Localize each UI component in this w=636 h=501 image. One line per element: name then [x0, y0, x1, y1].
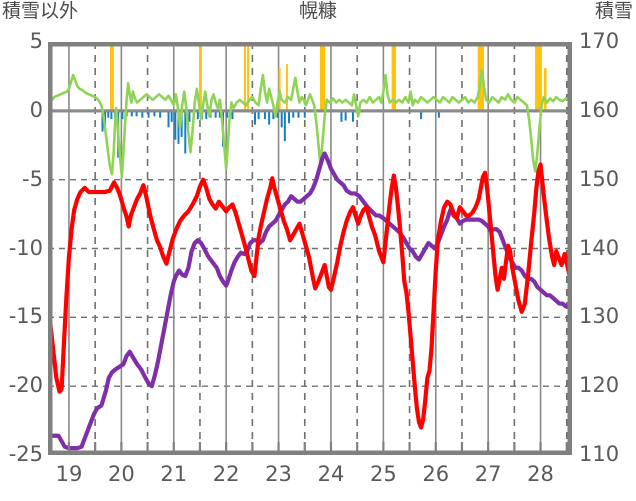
orange-bar	[199, 42, 202, 111]
blue-bar	[268, 110, 271, 125]
blue-bar	[130, 110, 133, 117]
blue-bar	[351, 110, 354, 122]
y-tick-right: 110	[579, 442, 620, 466]
blue-bar	[253, 110, 256, 125]
blue-bar	[257, 110, 260, 120]
blue-bar	[167, 110, 170, 128]
y-tick-right: 170	[579, 29, 620, 53]
blue-bar	[153, 110, 156, 117]
orange-bar	[319, 42, 326, 111]
y-tick-right: 120	[579, 373, 620, 398]
blue-bar-series	[101, 110, 440, 158]
orange-bar	[247, 42, 250, 111]
blue-bar	[170, 110, 173, 122]
x-tick: 28	[527, 462, 554, 486]
blue-bar	[437, 110, 440, 118]
page-title: 幌糠	[298, 0, 337, 22]
blue-bar	[420, 110, 423, 120]
blue-bar	[159, 110, 162, 118]
right-axis-title: 積雪	[594, 0, 633, 22]
y-tick-left: -5	[22, 166, 43, 191]
blue-bar	[280, 110, 283, 128]
y-tick-left: -10	[8, 235, 43, 260]
blue-bar	[226, 110, 229, 118]
red-line	[48, 162, 572, 430]
blue-bar	[231, 110, 234, 120]
x-tick: 22	[212, 462, 240, 486]
line-series-group	[48, 68, 572, 451]
orange-bar	[535, 42, 542, 111]
orange-bar	[391, 42, 397, 111]
blue-bar	[292, 110, 295, 118]
y-tick-left: -20	[8, 373, 43, 398]
blue-bar	[283, 110, 286, 142]
blue-bar	[177, 110, 180, 144]
blue-bar	[303, 110, 306, 118]
blue-bar	[188, 110, 191, 122]
blue-bar	[205, 110, 208, 120]
blue-bar	[272, 110, 275, 120]
orange-bar	[109, 42, 114, 111]
blue-bar	[141, 110, 144, 118]
blue-bar	[110, 110, 113, 120]
x-tick: 24	[317, 462, 345, 486]
chart-canvas	[48, 42, 572, 455]
blue-bar	[263, 110, 266, 120]
y-tick-right: 150	[579, 166, 620, 191]
blue-bar	[107, 110, 110, 118]
y-tick-left: 5	[29, 29, 43, 53]
blue-bar	[218, 110, 221, 118]
x-tick: 23	[265, 462, 292, 486]
y-tick-right: 140	[579, 235, 620, 260]
orange-bar	[543, 68, 547, 111]
blue-bar	[344, 110, 347, 121]
blue-bar	[121, 110, 124, 120]
left-axis-title: 積雪以外	[2, 0, 79, 22]
blue-bar	[340, 110, 343, 122]
blue-bar	[184, 110, 187, 154]
y-tick-right: 160	[579, 97, 620, 122]
y-tick-left: -25	[8, 442, 43, 466]
plot-area	[48, 42, 572, 455]
y-tick-left: 0	[29, 97, 43, 122]
x-tick: 19	[55, 462, 83, 486]
blue-bar	[288, 110, 291, 124]
x-tick: 27	[474, 462, 502, 486]
blue-bar	[196, 110, 199, 120]
orange-bar	[278, 68, 281, 111]
y-tick-left: -15	[8, 304, 43, 329]
plot-frame	[48, 42, 572, 455]
x-tick: 26	[422, 462, 450, 486]
purple-line	[48, 151, 572, 451]
x-tick: 20	[107, 462, 135, 486]
blue-bar	[297, 110, 300, 118]
orange-bar	[285, 64, 288, 111]
frame-rect	[48, 42, 572, 455]
blue-bar	[104, 110, 107, 126]
blue-bar	[174, 110, 177, 140]
blue-bar	[214, 110, 217, 118]
y-tick-right: 130	[579, 304, 620, 329]
blue-bar	[147, 110, 150, 118]
blue-bar	[101, 110, 104, 132]
x-tick: 21	[160, 462, 188, 486]
orange-bar	[244, 42, 247, 111]
blue-bar	[276, 110, 279, 118]
blue-bar	[135, 110, 138, 117]
green-line	[48, 68, 572, 179]
orange-bar-series	[109, 42, 547, 111]
x-tick: 25	[369, 462, 397, 486]
